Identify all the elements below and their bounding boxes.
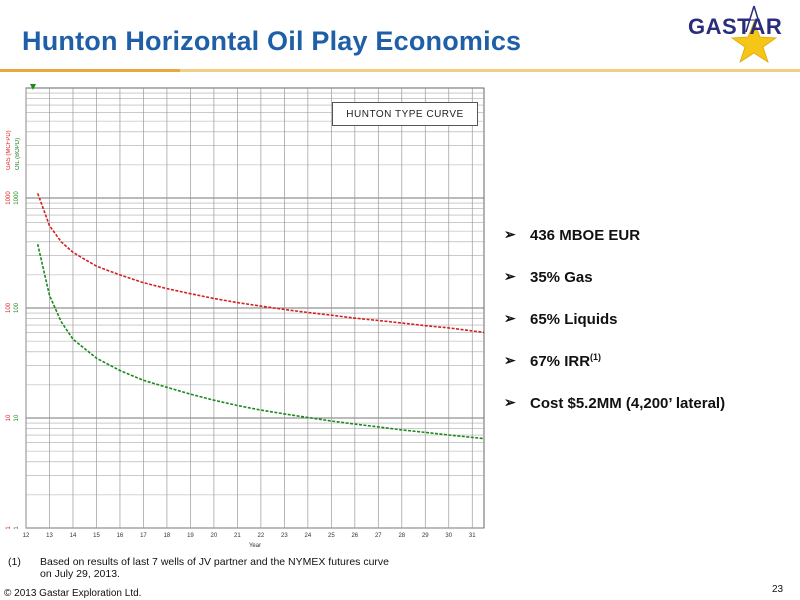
axis-marker-icon	[30, 84, 36, 90]
y-tick-label-oil: 1	[14, 526, 20, 530]
logo-star-icon	[730, 5, 778, 63]
x-tick-label: 15	[93, 533, 100, 539]
title-rule	[0, 69, 800, 72]
x-tick-label: 28	[398, 533, 405, 539]
arrow-bullet-icon: ➢	[504, 310, 516, 326]
gas-series-line	[36, 193, 485, 334]
y-tick-label-oil: 10	[14, 414, 20, 421]
type-curve-chart: 12 13 14 15 16 17 18 19 20 21 22 23 24 25 26 27 28 29 30 31…	[0, 82, 490, 550]
list-item: ➢ 436 MBOE EUR	[504, 226, 794, 268]
bullet-text: Cost $5.2MM (4,200’ lateral)	[530, 395, 726, 412]
list-item: ➢ 67% IRR(1)	[504, 352, 794, 394]
y-tick-label-oil: 100	[14, 302, 20, 313]
x-tick-label: 26	[351, 533, 358, 539]
x-tick-label: 19	[187, 533, 194, 539]
x-tick-label: 30	[445, 533, 452, 539]
x-tick-label: 21	[234, 533, 241, 539]
list-item: ➢ Cost $5.2MM (4,200’ lateral)	[504, 394, 794, 436]
page-number: 23	[772, 584, 784, 595]
bullet-text: 436 MBOE EUR	[530, 227, 641, 244]
gastar-logo: GASTAR	[680, 4, 792, 66]
x-tick-label: 20	[211, 533, 218, 539]
footnote-text: Based on results of last 7 wells of JV p…	[40, 556, 390, 580]
x-tick-label: 23	[281, 533, 288, 539]
list-item: ➢ 35% Gas	[504, 268, 794, 310]
x-tick-label: 12	[23, 533, 30, 539]
arrow-bullet-icon: ➢	[504, 394, 516, 410]
oil-series-line	[36, 244, 485, 440]
x-tick-label: 14	[70, 533, 77, 539]
x-tick-label: 13	[46, 533, 53, 539]
bullet-text: 35% Gas	[530, 269, 593, 286]
list-item: ➢ 65% Liquids	[504, 310, 794, 352]
x-tick-label: 27	[375, 533, 382, 539]
key-metrics-list: ➢ 436 MBOE EUR ➢ 35% Gas ➢ 65% Liquids ➢…	[504, 226, 794, 436]
arrow-bullet-icon: ➢	[504, 226, 516, 242]
bullet-text: 65% Liquids	[530, 311, 618, 328]
footnote-number: (1)	[8, 556, 21, 568]
oil-axis-label: OIL (BOPD)	[15, 137, 21, 170]
logo-text: GASTAR	[688, 14, 783, 39]
x-tick-label: 25	[328, 533, 335, 539]
arrow-bullet-icon: ➢	[504, 268, 516, 284]
y-tick-label-gas: 1	[6, 526, 12, 530]
arrow-bullet-icon: ➢	[504, 352, 516, 368]
y-tick-label-gas: 10	[6, 414, 12, 421]
x-tick-label: 18	[164, 533, 171, 539]
bullet-text: 67% IRR(1)	[530, 352, 602, 370]
x-tick-label: 22	[258, 533, 265, 539]
chart-svg: 12 13 14 15 16 17 18 19 20 21 22 23 24 25 26 27 28 29 30 31…	[6, 84, 485, 549]
x-axis-label: Year	[249, 543, 261, 549]
x-tick-label: 29	[422, 533, 429, 539]
chart-title-box: HUNTON TYPE CURVE	[332, 102, 478, 126]
y-tick-label-oil: 1000	[14, 191, 20, 205]
page-title: Hunton Horizontal Oil Play Economics	[22, 26, 522, 56]
x-tick-label: 16	[117, 533, 124, 539]
x-tick-label: 31	[469, 533, 476, 539]
y-tick-label-gas: 100	[6, 302, 12, 313]
x-tick-label: 24	[305, 533, 312, 539]
x-tick-label: 17	[140, 533, 147, 539]
copyright: © 2013 Gastar Exploration Ltd.	[4, 588, 142, 599]
y-tick-label-gas: 1000	[6, 191, 12, 205]
